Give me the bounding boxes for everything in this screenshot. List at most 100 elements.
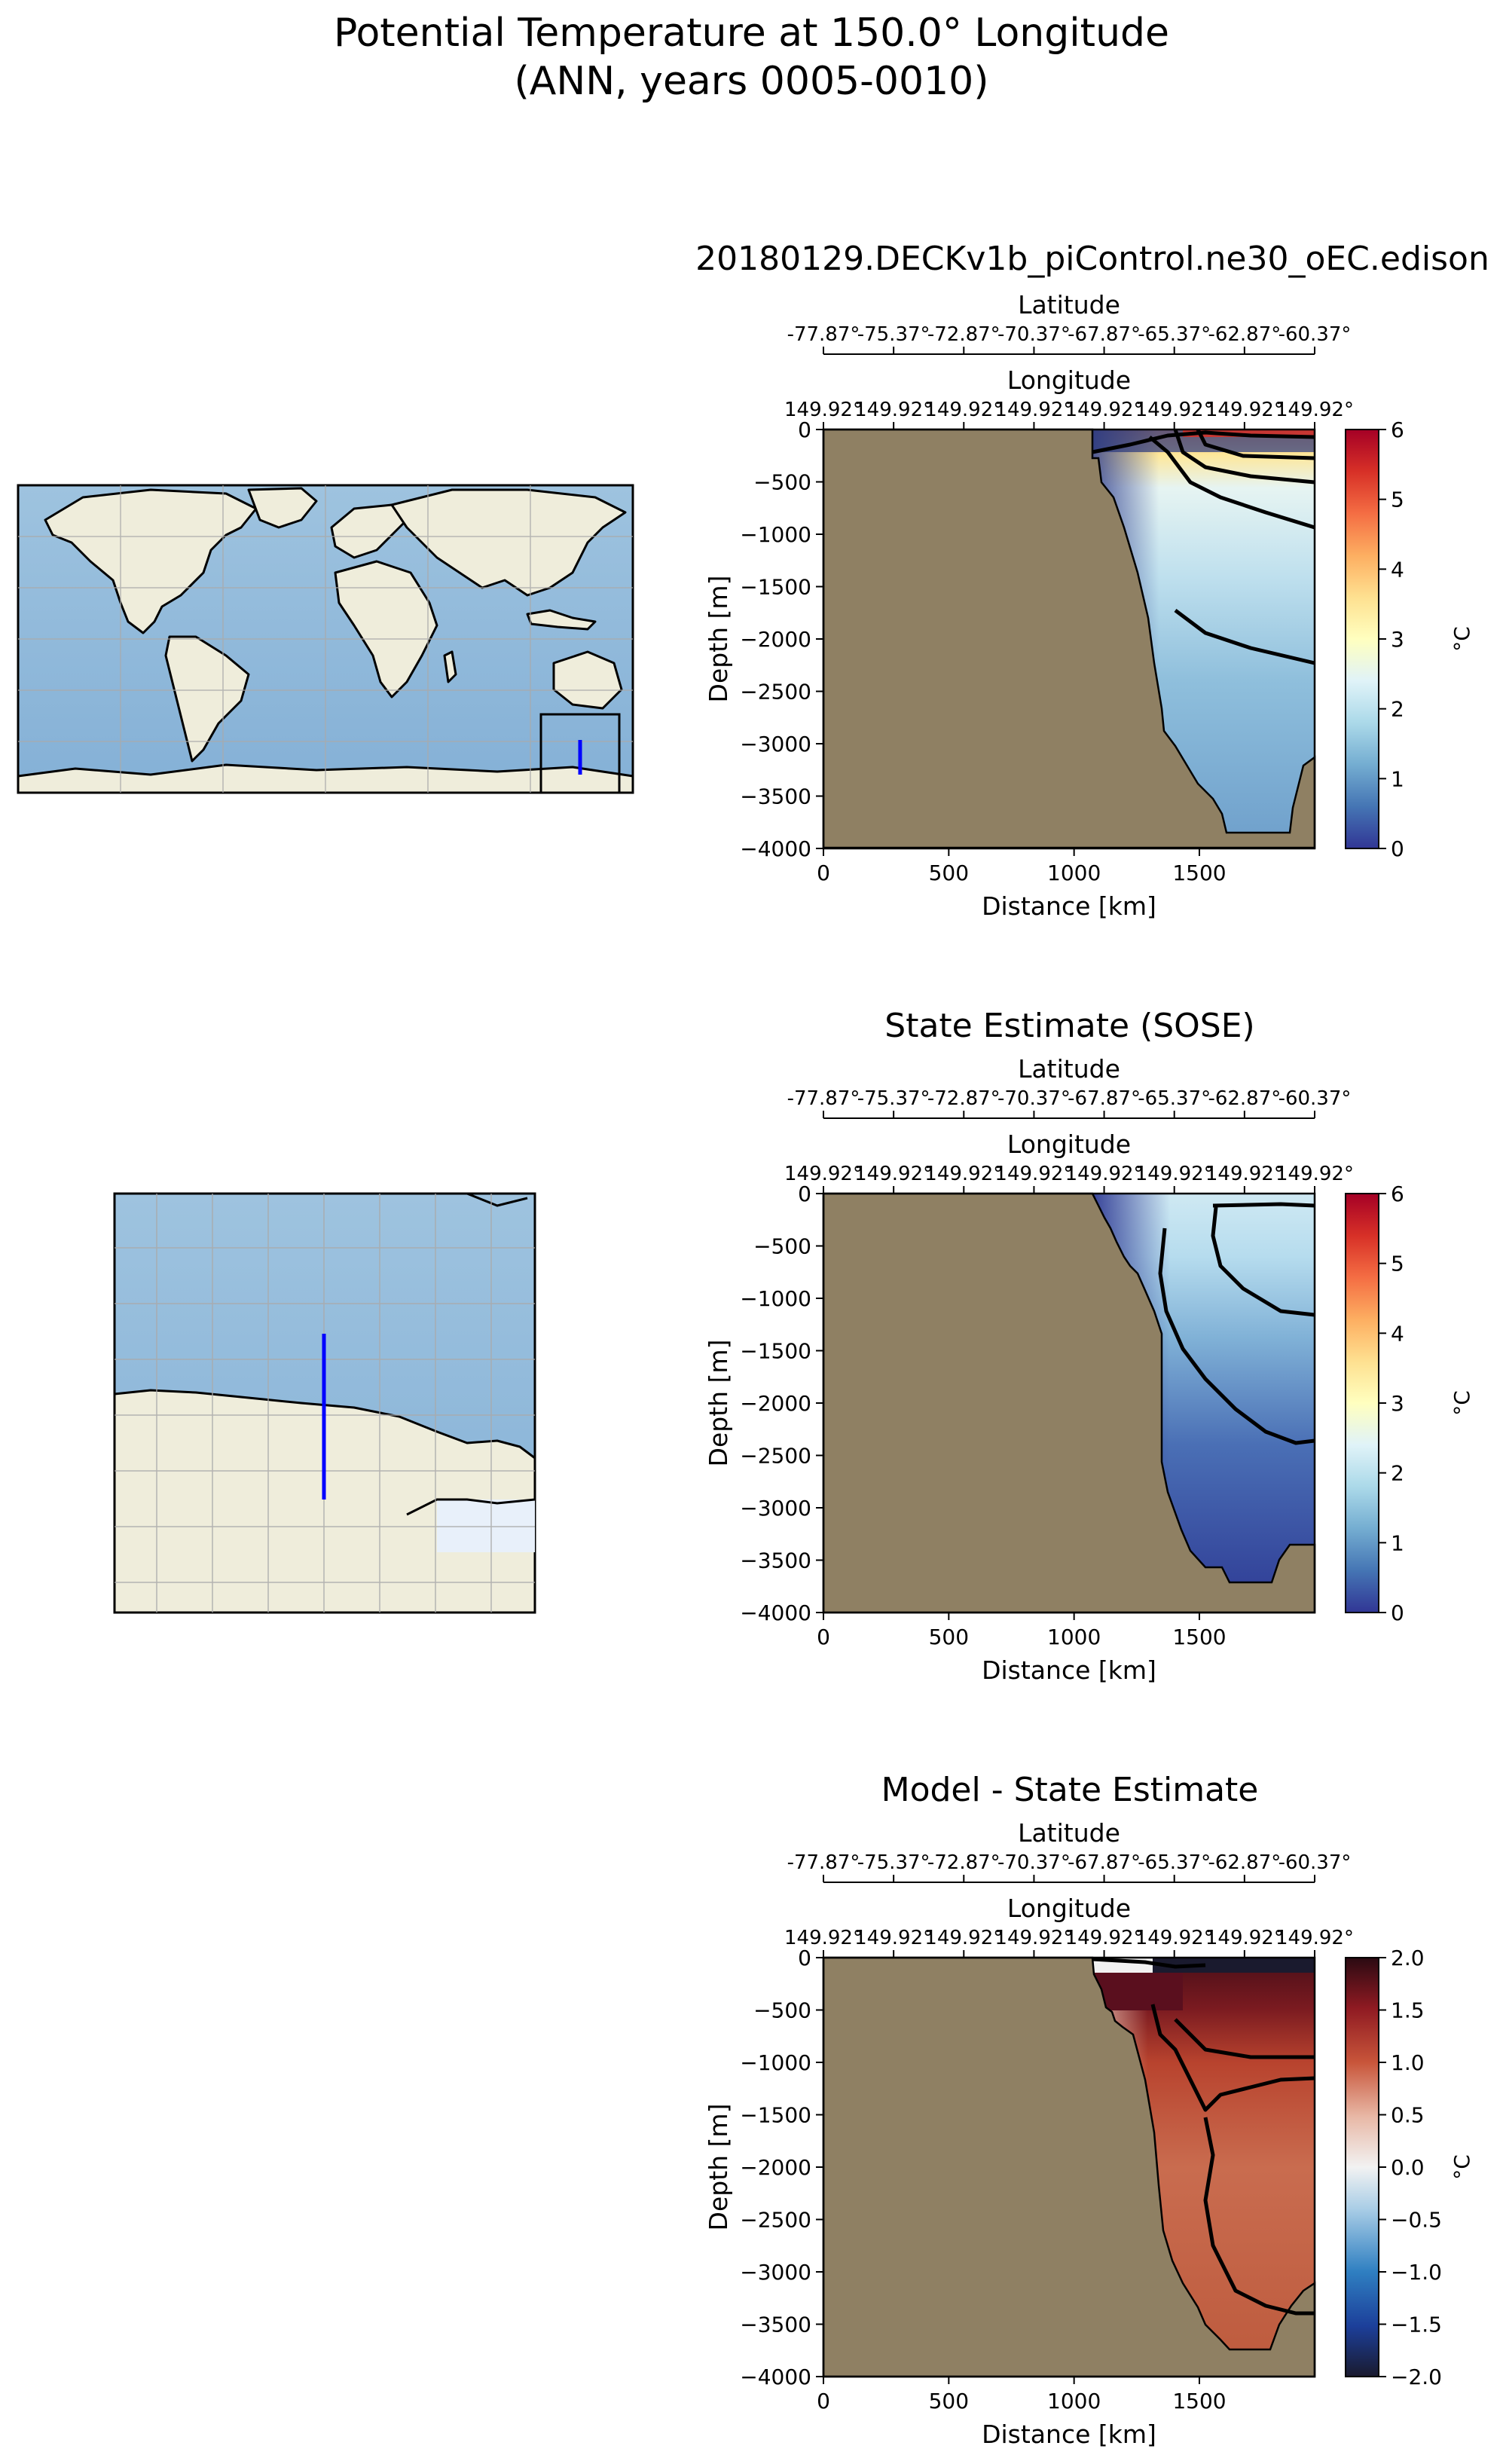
colorbar-tick-label: 3: [1391, 1391, 1404, 1416]
y-tick-label: −1500: [740, 1339, 811, 1364]
y-tick-label: −1500: [740, 2103, 811, 2128]
colorbar-tick-label: 3: [1391, 627, 1404, 652]
latitude-tick-label: -72.87°: [927, 323, 1000, 346]
longitude-tick-label: 149.92°: [1065, 1163, 1144, 1185]
latitude-tick-label: -72.87°: [927, 1851, 1000, 1874]
x-tick-label: 1000: [1047, 1625, 1101, 1649]
x-tick-label: 1000: [1047, 861, 1101, 885]
y-tick-label: −4000: [740, 2365, 811, 2389]
panel-2-title: State Estimate (SOSE): [884, 1007, 1255, 1045]
panel-1-contours: [1092, 428, 1315, 665]
figure-title-line1: Potential Temperature at 150.0° Longitud…: [333, 11, 1170, 56]
longitude-tick-label: 149.92°: [1205, 399, 1284, 421]
panel-2-land: [822, 1192, 1316, 1614]
latitude-tick-label: -67.87°: [1068, 1087, 1141, 1110]
longitude-tick-label: 149.92°: [784, 1163, 863, 1185]
y-tick-label: −1000: [740, 522, 811, 547]
y-tick-label: −3500: [740, 784, 811, 809]
panel-1-title: 20180129.DECKv1b_piControl.ne30_oEC.edis…: [695, 240, 1489, 278]
longitude-tick-label: 149.92°: [1275, 1927, 1354, 1949]
y-tick-label: −1000: [740, 1286, 811, 1311]
latitude-tick-label: -75.37°: [857, 1851, 930, 1874]
longitude-tick-label: 149.92°: [854, 399, 933, 421]
panel-3: [822, 1956, 1316, 2378]
panel-2-contours: [1158, 1202, 1315, 1445]
latitude-axis-label: Latitude: [1018, 290, 1120, 319]
figure-title: Potential Temperature at 150.0° Longitud…: [0, 9, 1503, 105]
x-tick-label: 1500: [1172, 2389, 1226, 2414]
colorbar-tick-label: −2.0: [1391, 2365, 1442, 2389]
colorbar-tick-label: −1.0: [1391, 2260, 1442, 2285]
latitude-axis-label: Latitude: [1018, 1818, 1120, 1848]
panel-1: [822, 428, 1316, 849]
longitude-tick-label: 149.92°: [994, 399, 1073, 421]
latitude-tick-label: -60.37°: [1278, 323, 1352, 346]
y-tick-label: −500: [753, 1998, 811, 2023]
longitude-axis-label: Longitude: [1007, 1894, 1131, 1923]
longitude-tick-label: 149.92°: [1065, 399, 1144, 421]
latitude-tick-label: -77.87°: [787, 1851, 860, 1874]
longitude-tick-label: 149.92°: [1275, 399, 1354, 421]
panel-3-contours: [1092, 1957, 1315, 2316]
y-tick-label: −2500: [740, 680, 811, 705]
latitude-tick-label: -70.37°: [997, 1087, 1071, 1110]
longitude-tick-label: 149.92°: [1135, 1163, 1214, 1185]
y-axis-label: Depth [m]: [704, 2104, 733, 2231]
colorbar-tick-label: 2.0: [1391, 1946, 1425, 1970]
y-axis-label: Depth [m]: [704, 1340, 733, 1467]
latitude-tick-label: -75.37°: [857, 1087, 930, 1110]
colorbar-tick-label: 5: [1391, 488, 1404, 512]
latitude-tick-label: -60.37°: [1278, 1087, 1352, 1110]
colorbar-tick-label: 6: [1391, 417, 1404, 442]
global-map-region-box: [539, 713, 621, 794]
colorbar-tick-label: −0.5: [1391, 2208, 1442, 2233]
longitude-tick-label: 149.92°: [924, 1163, 1003, 1185]
latitude-tick-label: -62.87°: [1208, 1087, 1281, 1110]
colorbar: [1345, 429, 1379, 849]
latitude-tick-label: -65.37°: [1138, 1851, 1211, 1874]
x-axis-label: Distance [km]: [982, 1655, 1156, 1685]
colorbar-tick-label: 2: [1391, 1461, 1404, 1486]
x-tick-label: 500: [929, 2389, 969, 2414]
y-tick-label: −2000: [740, 627, 811, 652]
latitude-tick-label: -67.87°: [1068, 323, 1141, 346]
latitude-axis-label: Latitude: [1018, 1054, 1120, 1084]
y-tick-label: −3000: [740, 1496, 811, 1521]
x-tick-label: 1000: [1047, 2389, 1101, 2414]
longitude-tick-label: 149.92°: [1135, 1927, 1214, 1949]
y-tick-label: −500: [753, 470, 811, 495]
panel-3-title: Model - State Estimate: [881, 1771, 1259, 1809]
longitude-axis-label: Longitude: [1007, 365, 1131, 395]
longitude-tick-label: 149.92°: [854, 1163, 933, 1185]
latitude-tick-label: -70.37°: [997, 1851, 1071, 1874]
global-map: [17, 484, 634, 794]
regional-map-coast-north: [466, 1192, 528, 1207]
panel-2-axes: 0 500 1000 1500 Distance [km] 0 −500 −1000 −1500…: [704, 1054, 1474, 1685]
y-tick-label: −2000: [740, 2155, 811, 2180]
colorbar-tick-label: 1.0: [1391, 2050, 1425, 2075]
x-tick-label: 500: [929, 861, 969, 885]
regional-map-land: [113, 1389, 536, 1614]
y-tick-label: −4000: [740, 1600, 811, 1625]
latitude-tick-label: -70.37°: [997, 323, 1071, 346]
colorbar-tick-label: 1: [1391, 766, 1404, 791]
colorbar-tick-label: 1.5: [1391, 1998, 1425, 2023]
figure-title-line2: (ANN, years 0005-0010): [514, 59, 989, 104]
colorbar-tick-label: 6: [1391, 1182, 1404, 1206]
latitude-tick-label: -77.87°: [787, 1087, 860, 1110]
panel-3-axes: 0 500 1000 1500 Distance [km] 0 −500 −1000 −1500…: [704, 1818, 1474, 2449]
colorbar-tick-label: 1: [1391, 1530, 1404, 1555]
longitude-tick-label: 149.92°: [1205, 1163, 1284, 1185]
y-tick-label: 0: [798, 417, 811, 442]
colorbar-tick-label: 2: [1391, 697, 1404, 722]
y-tick-label: −500: [753, 1234, 811, 1259]
y-tick-label: −1000: [740, 2050, 811, 2075]
colorbar-label: °C: [1450, 1390, 1474, 1416]
colorbar-tick-label: 0: [1391, 1600, 1404, 1625]
panel-2: [822, 1192, 1316, 1614]
regional-map-ice-shelf: [437, 1499, 535, 1552]
longitude-tick-label: 149.92°: [784, 1927, 863, 1949]
latitude-tick-label: -62.87°: [1208, 1851, 1281, 1874]
y-tick-label: −2500: [740, 2208, 811, 2233]
latitude-tick-label: -75.37°: [857, 323, 930, 346]
